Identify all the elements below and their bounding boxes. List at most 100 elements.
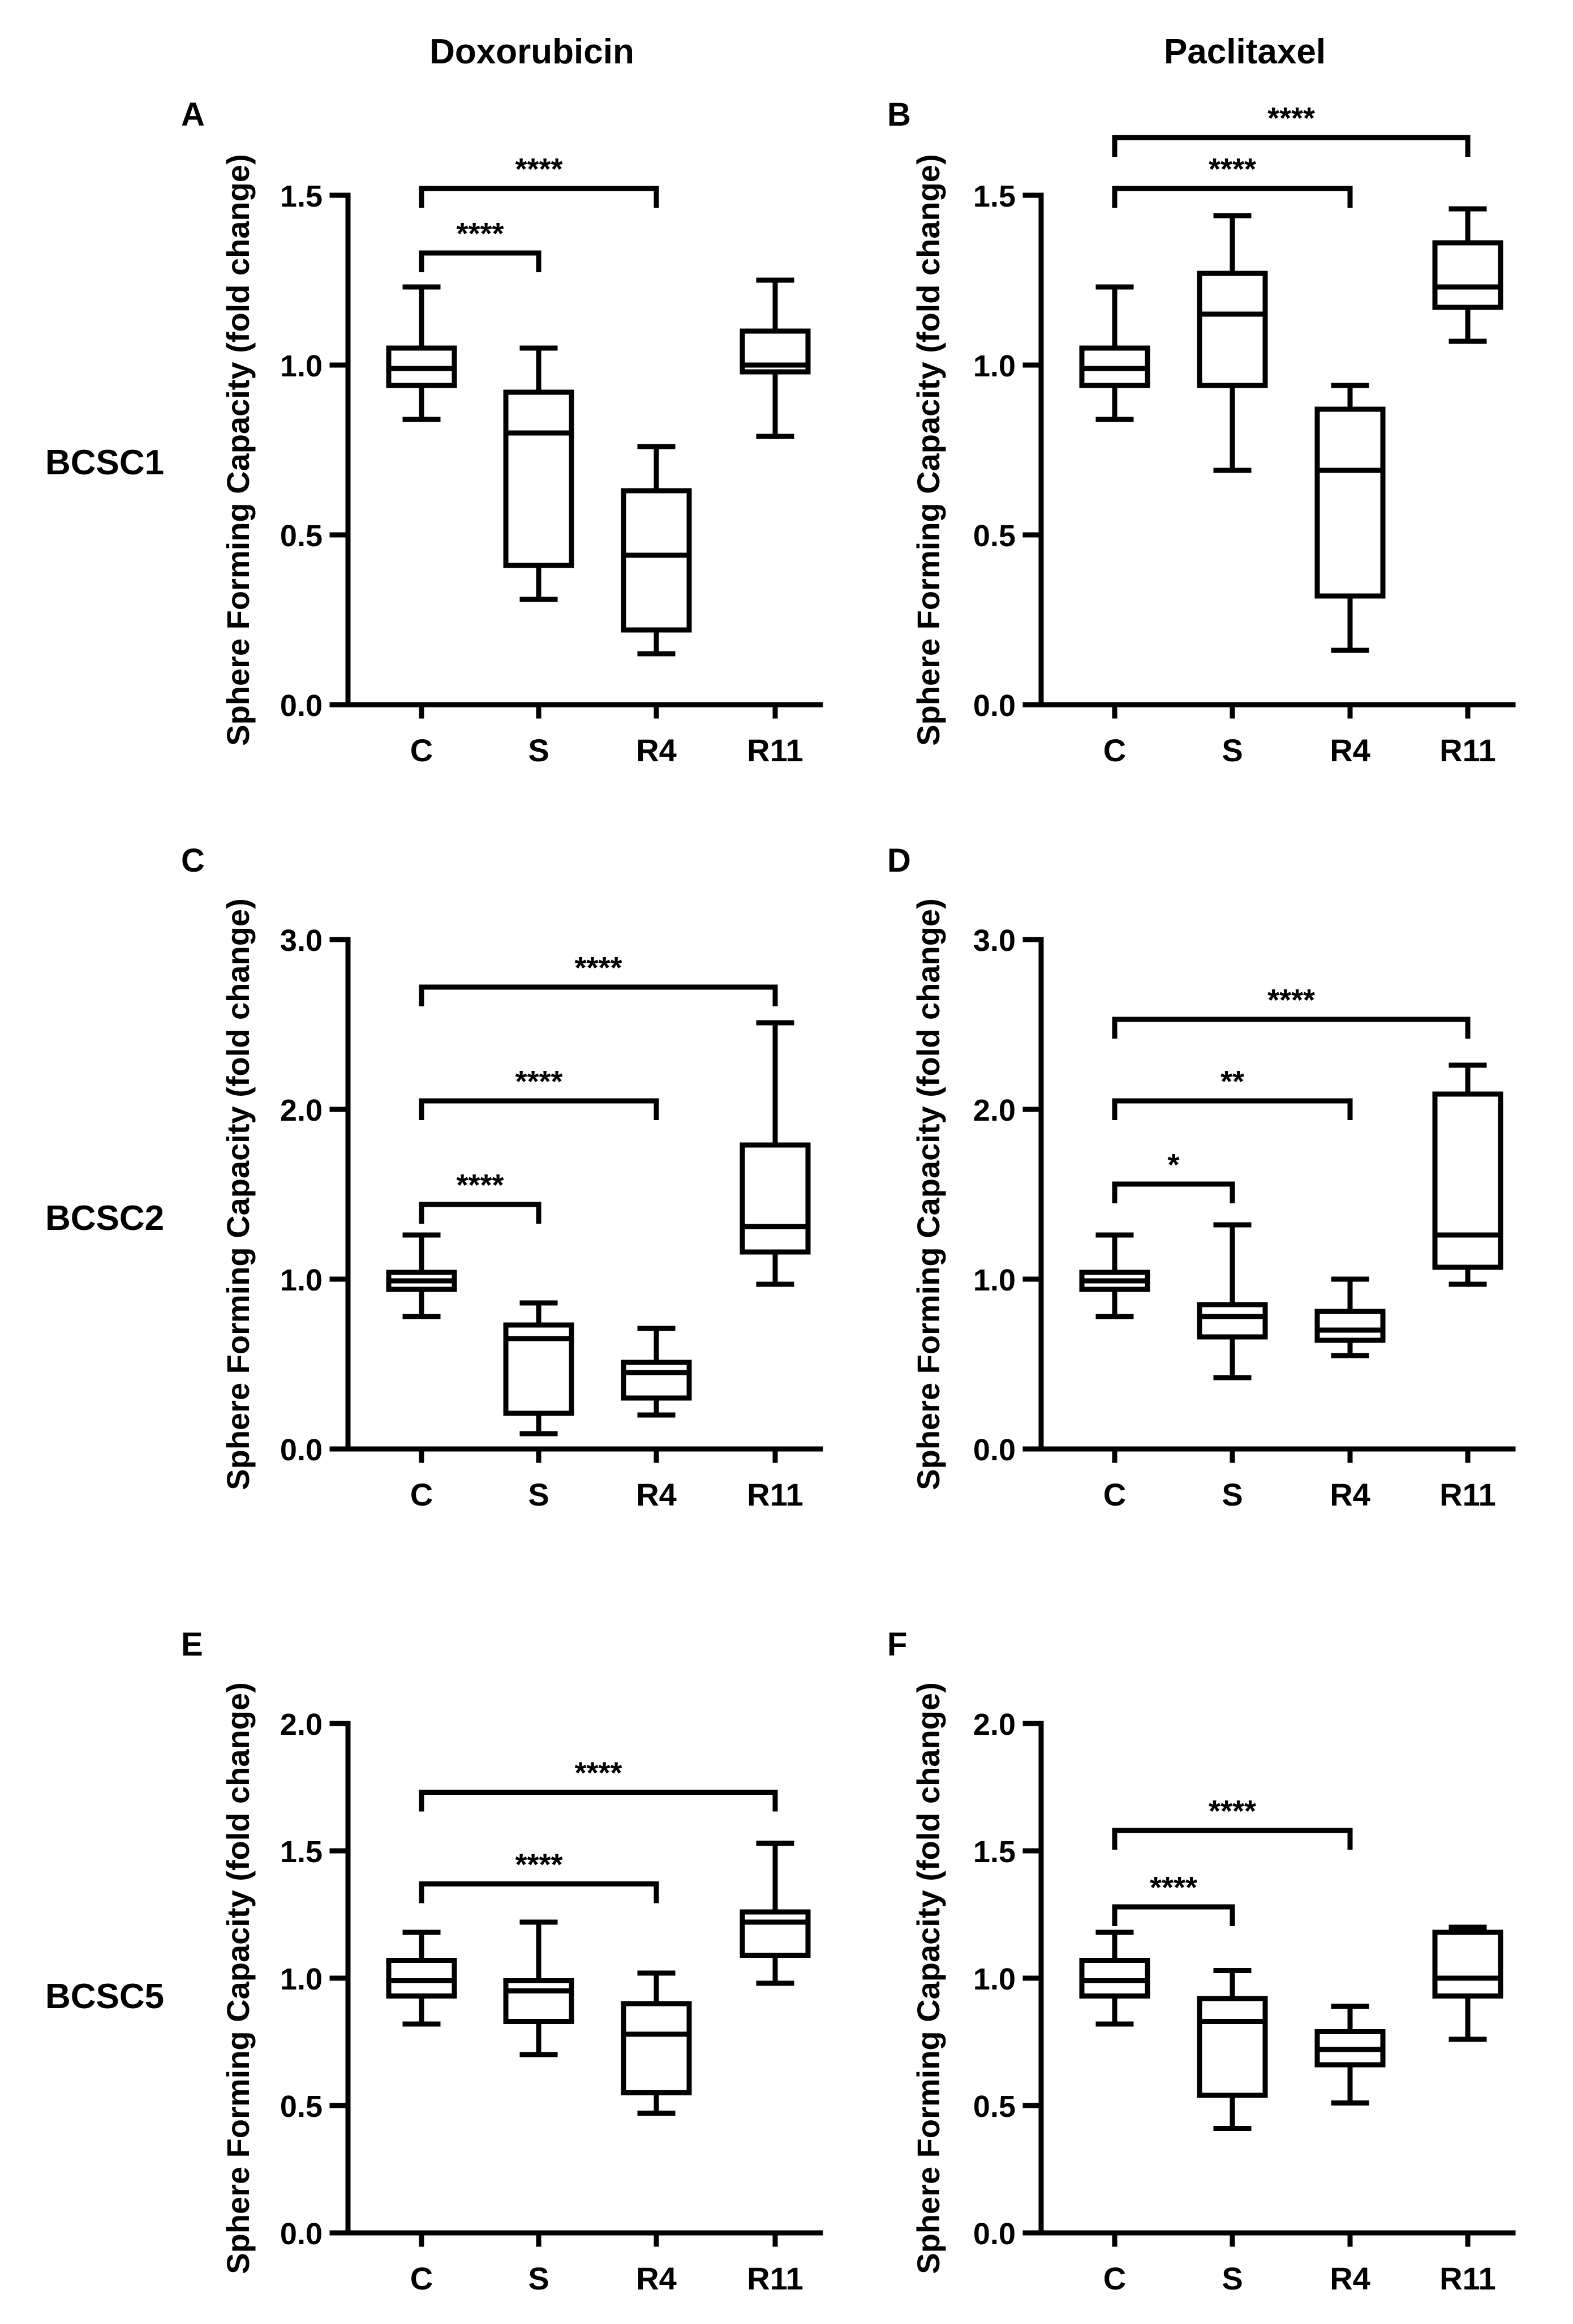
y-tick-label: 1.0 [280, 1962, 323, 1996]
significance-label: ** [1220, 1065, 1244, 1099]
box-iqr [621, 2001, 692, 2095]
y-tick-label: 1.0 [280, 1263, 323, 1297]
y-tick-label: 0.0 [280, 689, 323, 723]
row-label-bcsc5: BCSC5 [45, 1977, 164, 2016]
box-r4 [621, 444, 692, 657]
bracket-line [1112, 1017, 1471, 1039]
panels-group: A Sphere Forming Capacity (fold change) 0.… [181, 96, 1516, 2296]
x-tick-label: R4 [636, 1477, 677, 1512]
x-tick-label: S [528, 1477, 549, 1512]
box-r11 [1432, 206, 1503, 344]
panel-letter: F [887, 1626, 907, 1663]
x-tick-label: R11 [747, 2261, 803, 2296]
y-tick-label: 1.0 [973, 1263, 1016, 1297]
significance-label: **** [456, 1168, 504, 1202]
x-tick-label: R11 [1439, 732, 1496, 768]
box-iqr [1432, 1929, 1503, 1999]
x-tick-label: S [1222, 1477, 1243, 1512]
panel-b: B Sphere Forming Capacity (fold change) 0.… [887, 96, 1516, 768]
box-iqr [1432, 240, 1503, 310]
significance-bracket: **** [419, 1756, 778, 1812]
significance-label: **** [515, 152, 562, 186]
y-tick-label: 0.5 [280, 2090, 323, 2124]
box-s [503, 345, 574, 602]
y-tick-label: 1.0 [280, 349, 323, 383]
bracket-line [419, 1098, 659, 1120]
significance-bracket: **** [1112, 983, 1471, 1039]
y-tick-label: 1.0 [973, 349, 1016, 383]
y-tick-label: 0.0 [973, 1433, 1016, 1467]
panel-d: D Sphere Forming Capacity (fold change) 0.… [887, 842, 1516, 1512]
bracket-line [1112, 1828, 1353, 1850]
box-s [1197, 1968, 1268, 2131]
box-c [1079, 284, 1150, 422]
significance-bracket: **** [1112, 101, 1471, 157]
box-r4 [621, 1326, 692, 1418]
significance-bracket: **** [419, 951, 778, 1006]
box-s [1197, 1222, 1268, 1380]
box-c [1079, 1929, 1150, 2027]
y-tick-label: 2.0 [280, 1708, 323, 1742]
panel-c: C Sphere Forming Capacity (fold change) 0.… [181, 842, 823, 1512]
box-c [386, 1929, 457, 2027]
y-tick-label: 3.0 [280, 924, 323, 958]
significance-label: **** [1209, 1794, 1256, 1828]
box-r4 [1314, 2004, 1386, 2106]
box-c [1079, 1232, 1150, 1319]
y-tick-label: 3.0 [973, 924, 1016, 958]
bracket-line [419, 984, 778, 1006]
significance-label: **** [456, 217, 504, 251]
box-iqr [1197, 1996, 1268, 2098]
significance-bracket: **** [1112, 152, 1353, 208]
significance-label: **** [574, 1756, 622, 1790]
box-iqr [621, 1360, 692, 1401]
x-tick-label: S [1222, 732, 1243, 768]
significance-bracket: **** [1112, 1871, 1235, 1926]
box-iqr [1432, 1091, 1503, 1270]
box-r11 [740, 1841, 811, 1986]
x-tick-label: S [528, 732, 549, 768]
box-iqr [1197, 1302, 1268, 1340]
x-tick-label: C [410, 2261, 433, 2296]
x-tick-label: C [410, 1477, 433, 1512]
significance-bracket: **** [419, 1848, 659, 1903]
y-axis-label: Sphere Forming Capacity (fold change) [910, 898, 946, 1490]
bracket-line [419, 1790, 778, 1812]
box-s [1197, 213, 1268, 473]
box-iqr [621, 488, 692, 633]
box-r4 [621, 1970, 692, 2116]
significance-bracket: **** [419, 1168, 541, 1224]
significance-label: **** [574, 951, 622, 985]
bracket-line [419, 250, 541, 272]
y-axis-label: Sphere Forming Capacity (fold change) [910, 1682, 946, 2274]
significance-bracket: * [1112, 1148, 1235, 1203]
y-axis-label: Sphere Forming Capacity (fold change) [910, 154, 946, 745]
significance-label: **** [515, 1065, 562, 1099]
box-iqr [740, 1142, 811, 1255]
box-iqr [1314, 1309, 1386, 1343]
x-tick-label: C [1103, 1477, 1126, 1512]
column-title-paclitaxel: Paclitaxel [1164, 32, 1326, 71]
box-iqr [1314, 406, 1386, 599]
x-tick-label: R4 [636, 2261, 677, 2296]
row-label-bcsc2: BCSC2 [45, 1199, 164, 1238]
y-tick-label: 2.0 [280, 1094, 323, 1127]
column-title-doxorubicin: Doxorubicin [429, 32, 634, 71]
y-tick-label: 0.0 [280, 2217, 323, 2251]
significance-bracket: **** [419, 152, 659, 208]
x-tick-label: R4 [1330, 2261, 1370, 2296]
significance-label: * [1167, 1148, 1179, 1182]
x-tick-label: C [1103, 2261, 1126, 2296]
y-tick-label: 1.5 [973, 1835, 1016, 1869]
bracket-line [419, 1202, 541, 1224]
x-tick-label: C [410, 732, 433, 768]
box-c [386, 284, 457, 422]
x-tick-label: C [1103, 732, 1126, 768]
significance-label: **** [515, 1848, 562, 1882]
x-tick-label: S [1222, 2261, 1243, 2296]
y-tick-label: 2.0 [973, 1708, 1016, 1742]
y-tick-label: 1.0 [973, 1962, 1016, 1996]
significance-bracket: **** [1112, 1794, 1353, 1850]
significance-label: **** [1267, 101, 1315, 135]
